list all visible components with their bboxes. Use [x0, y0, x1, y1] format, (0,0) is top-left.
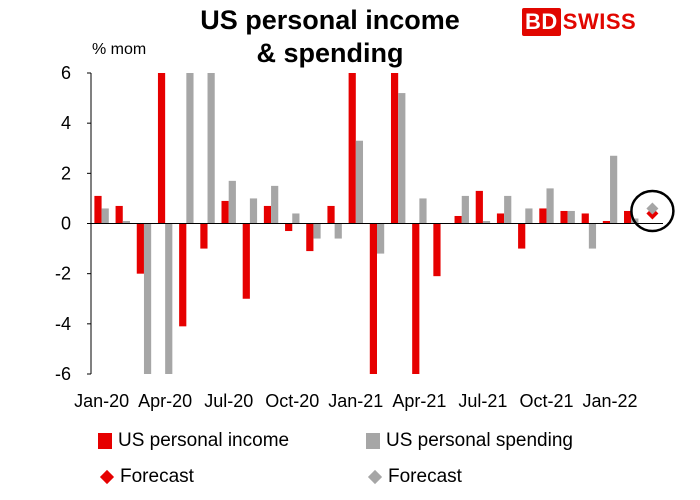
spending-bar	[419, 198, 427, 224]
brand-logo: BD SWISS	[522, 8, 636, 36]
income-bar	[518, 223, 526, 249]
income-bar	[327, 205, 335, 224]
legend-label-forecast-income: Forecast	[120, 466, 194, 487]
legend-diamond-income	[99, 469, 115, 485]
income-bar	[496, 213, 505, 224]
spending-bar	[398, 93, 406, 224]
legend-item-income: US personal income	[98, 430, 289, 452]
forecast-highlight-circle	[630, 189, 675, 233]
income-bar	[263, 205, 272, 224]
x-tick-label: Jan-20	[74, 391, 129, 411]
income-bar	[369, 223, 377, 374]
income-bar	[390, 73, 399, 224]
income-bar	[602, 220, 611, 224]
x-tick-label: Jan-22	[583, 391, 638, 411]
spending-bar	[610, 155, 618, 224]
forecast-spending-marker	[646, 202, 659, 215]
spending-bar	[588, 223, 597, 249]
income-bar	[475, 190, 483, 224]
income-bar	[157, 73, 166, 224]
y-tick-label: -6	[55, 364, 71, 384]
income-bar	[539, 208, 547, 224]
spending-bar	[228, 180, 236, 224]
y-tick-label: -4	[55, 314, 71, 334]
income-bar	[624, 210, 632, 224]
legend-label-income: US personal income	[118, 430, 290, 451]
y-tick-label: -2	[55, 264, 71, 284]
legend-swatch-spending	[366, 433, 380, 449]
spending-bar	[292, 213, 300, 224]
spending-bar	[546, 188, 554, 224]
x-tick-label: Oct-21	[519, 391, 573, 411]
income-bar	[306, 223, 314, 252]
y-tick-label: 0	[61, 214, 71, 234]
income-bar	[200, 223, 208, 249]
x-tick-label: Apr-21	[392, 391, 446, 411]
y-tick-label: 6	[61, 63, 71, 83]
y-tick-label: 4	[61, 113, 71, 133]
spending-bar	[355, 140, 364, 224]
x-tick-label: Oct-20	[265, 391, 319, 411]
spending-bar	[249, 198, 258, 224]
plot-area: -6 -4 -2 0 2 4 6 % mom Jan-20 Apr-20 Jul-20 Oct-20 J…	[55, 41, 675, 411]
spending-bar	[504, 195, 512, 224]
brand-logo-suffix: SWISS	[562, 9, 637, 34]
income-bar	[221, 200, 229, 224]
spending-bar	[377, 223, 385, 254]
income-bar	[454, 215, 462, 224]
legend-item-forecast-spending: Forecast	[366, 466, 462, 488]
chart-title-line-1: US personal income	[200, 5, 460, 35]
spending-bar	[207, 73, 215, 224]
spending-bar	[334, 223, 342, 239]
spending-bar	[101, 208, 109, 224]
legend-item-forecast-income: Forecast	[98, 466, 194, 488]
y-axis-title: % mom	[92, 41, 146, 58]
y-tick-label: 2	[61, 163, 71, 183]
spending-bar	[143, 223, 152, 374]
x-tick-label: Jan-21	[328, 391, 383, 411]
spending-bar	[271, 185, 279, 224]
brand-logo-prefix: BD	[522, 8, 561, 36]
income-bar	[433, 223, 441, 277]
x-tick-label: Apr-20	[138, 391, 192, 411]
spending-bar	[482, 220, 491, 224]
spending-bar	[567, 210, 575, 224]
spending-bar	[525, 208, 533, 224]
income-bar	[94, 195, 102, 224]
income-bar	[115, 205, 123, 224]
spending-bar	[313, 223, 321, 239]
income-bar	[412, 223, 420, 374]
spending-bar	[165, 223, 173, 374]
legend-diamond-spending	[367, 469, 383, 485]
legend-label-spending: US personal spending	[386, 430, 573, 451]
income-bar	[179, 223, 187, 327]
legend-item-spending: US personal spending	[366, 430, 573, 452]
spending-bar	[461, 195, 469, 224]
x-tick-label: Jul-21	[458, 391, 507, 411]
x-tick-label: Jul-20	[204, 391, 253, 411]
spending-bar	[186, 73, 194, 224]
legend-label-forecast-spending: Forecast	[388, 466, 462, 487]
income-bar	[560, 210, 568, 224]
chart-title: US personal income & spending	[150, 4, 510, 70]
legend: US personal income US personal spending …	[98, 430, 658, 494]
income-bar	[242, 223, 250, 299]
legend-swatch-income	[98, 433, 112, 449]
chart-title-line-2: & spending	[256, 38, 404, 68]
income-bar	[285, 223, 293, 232]
spending-bar	[122, 220, 130, 224]
income-bar	[581, 213, 589, 224]
income-bar	[136, 223, 144, 274]
income-bar	[348, 73, 356, 224]
